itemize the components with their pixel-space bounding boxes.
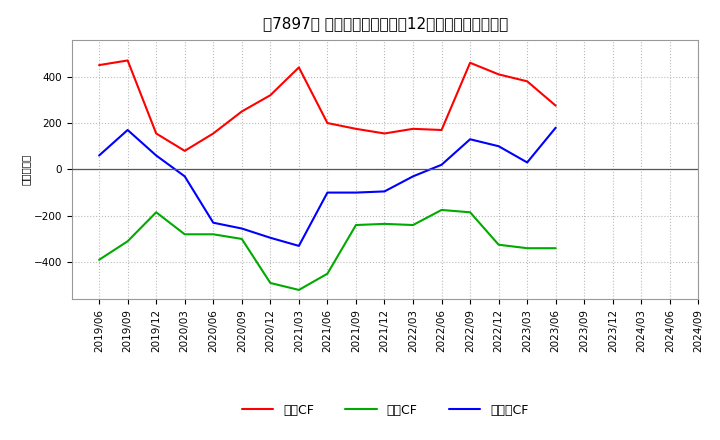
営業CF <box>466 60 474 66</box>
投資CF <box>409 222 418 227</box>
営業CF <box>266 92 274 98</box>
営業CF <box>323 121 332 126</box>
投資CF <box>152 209 161 215</box>
フリーCF <box>95 153 104 158</box>
投資CF <box>495 242 503 247</box>
営業CF <box>552 103 560 108</box>
Line: 投資CF: 投資CF <box>99 210 556 290</box>
投資CF <box>437 207 446 213</box>
営業CF <box>152 131 161 136</box>
営業CF <box>238 109 246 114</box>
投資CF <box>95 257 104 262</box>
Legend: 営業CF, 投資CF, フリーCF: 営業CF, 投資CF, フリーCF <box>242 404 528 417</box>
Line: 営業CF: 営業CF <box>99 60 556 151</box>
フリーCF <box>380 189 389 194</box>
営業CF <box>409 126 418 132</box>
投資CF <box>552 246 560 251</box>
フリーCF <box>294 243 303 249</box>
投資CF <box>323 271 332 276</box>
フリーCF <box>266 235 274 240</box>
フリーCF <box>323 190 332 195</box>
営業CF <box>294 65 303 70</box>
フリーCF <box>123 127 132 132</box>
フリーCF <box>523 160 531 165</box>
営業CF <box>95 62 104 68</box>
営業CF <box>495 72 503 77</box>
フリーCF <box>209 220 217 225</box>
営業CF <box>437 127 446 132</box>
投資CF <box>466 209 474 215</box>
営業CF <box>123 58 132 63</box>
Y-axis label: （百万円）: （百万円） <box>21 154 31 185</box>
営業CF <box>523 79 531 84</box>
投資CF <box>380 221 389 227</box>
投資CF <box>523 246 531 251</box>
フリーCF <box>152 153 161 158</box>
フリーCF <box>238 226 246 231</box>
Title: 【7897】 キャッシュフローの12か月移動合計の推移: 【7897】 キャッシュフローの12か月移動合計の推移 <box>263 16 508 32</box>
投資CF <box>181 231 189 237</box>
営業CF <box>181 148 189 154</box>
フリーCF <box>409 174 418 179</box>
フリーCF <box>437 162 446 167</box>
投資CF <box>209 231 217 237</box>
投資CF <box>123 238 132 244</box>
投資CF <box>294 287 303 293</box>
Line: フリーCF: フリーCF <box>99 128 556 246</box>
投資CF <box>238 236 246 242</box>
営業CF <box>209 131 217 136</box>
フリーCF <box>181 174 189 179</box>
営業CF <box>351 126 360 132</box>
投資CF <box>351 222 360 227</box>
フリーCF <box>552 125 560 130</box>
フリーCF <box>351 190 360 195</box>
フリーCF <box>466 137 474 142</box>
フリーCF <box>495 143 503 149</box>
営業CF <box>380 131 389 136</box>
投資CF <box>266 280 274 286</box>
